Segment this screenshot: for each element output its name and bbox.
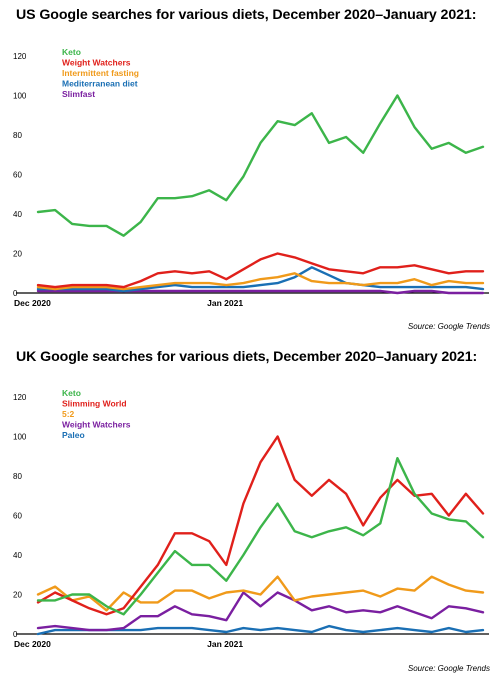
y-tick-label: 60 <box>13 171 22 180</box>
legend-entry: Slimming World <box>62 399 127 409</box>
legend-entry: Keto <box>62 388 81 398</box>
y-tick-label: 100 <box>13 92 27 101</box>
y-tick-label: 60 <box>13 512 22 521</box>
y-tick-label: 0 <box>13 289 18 298</box>
y-tick-label: 0 <box>13 630 18 639</box>
y-tick-label: 40 <box>13 210 22 219</box>
series-line-slimfast <box>36 289 485 295</box>
x-tick-label: Dec 2020 <box>14 298 51 308</box>
series-line-weight-watchers <box>36 591 485 632</box>
us-chart-panel: US Google searches for various diets, De… <box>0 0 503 340</box>
chart-source: Source: Google Trends <box>407 322 490 331</box>
y-tick-label: 20 <box>13 591 22 600</box>
chart-source: Source: Google Trends <box>407 664 490 673</box>
y-tick-label: 120 <box>13 52 27 61</box>
series-line-weight-watchers <box>36 252 485 289</box>
us-diet-searches-chart: 0 20 40 60 80 100 120 Dec 2020 Jan 2021 KetoWeigh… <box>13 47 489 308</box>
legend-entry: 5:2 <box>62 409 75 419</box>
uk-diet-searches-chart: 0 20 40 60 80 100 120 Dec 2020 Jan 2021 KetoSlimm… <box>13 388 489 649</box>
series-line-keto <box>36 94 485 237</box>
series-line-keto <box>36 456 485 616</box>
legend-entry: Mediterranean diet <box>62 79 138 89</box>
chart-title: US Google searches for various diets, De… <box>16 7 477 23</box>
x-tick-label: Jan 2021 <box>207 298 243 308</box>
legend-entry: Keto <box>62 47 81 57</box>
legend-entry: Paleo <box>62 430 85 440</box>
legend-entry: Intermittent fasting <box>62 68 139 78</box>
x-tick-label: Jan 2021 <box>207 639 243 649</box>
y-tick-label: 80 <box>13 472 22 481</box>
y-tick-label: 80 <box>13 131 22 140</box>
y-tick-label: 120 <box>13 393 27 402</box>
y-tick-label: 20 <box>13 250 22 259</box>
series-line-slimming-world <box>36 435 485 616</box>
series-line-mediterranean-diet <box>36 266 485 293</box>
series-line-intermittent-fasting <box>36 272 485 291</box>
uk-chart-panel: UK Google searches for various diets, De… <box>0 340 503 681</box>
series-line-5-2 <box>36 575 485 612</box>
x-tick-label: Dec 2020 <box>14 639 51 649</box>
legend-entry: Weight Watchers <box>62 58 131 68</box>
legend-entry: Weight Watchers <box>62 420 131 430</box>
chart-title: UK Google searches for various diets, De… <box>16 349 478 365</box>
y-tick-label: 100 <box>13 433 27 442</box>
legend-entry: Slimfast <box>62 89 95 99</box>
y-tick-label: 40 <box>13 551 22 560</box>
